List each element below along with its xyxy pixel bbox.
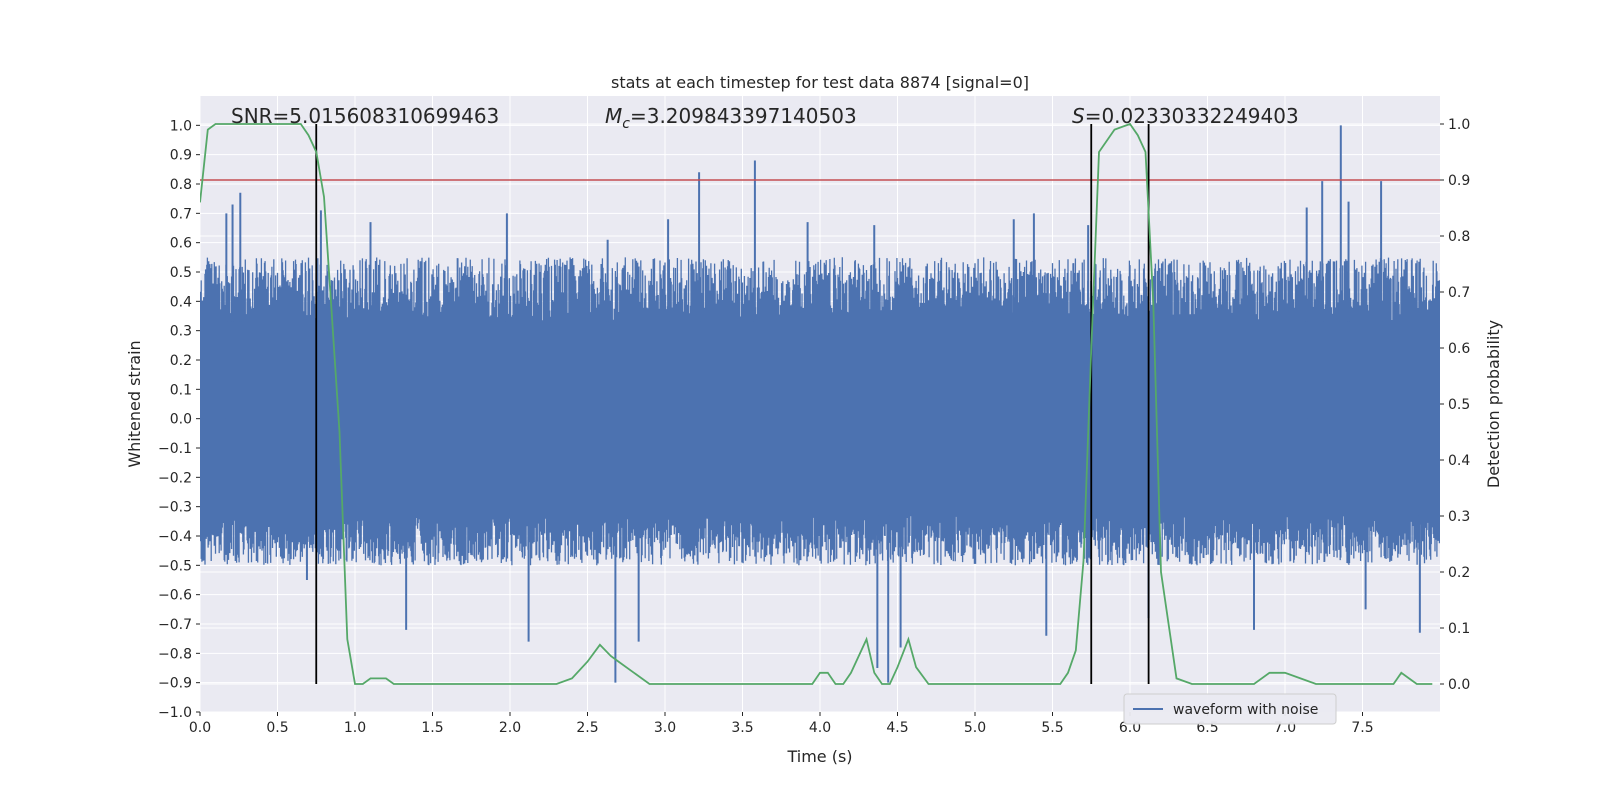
x-tick-label: 0.0 bbox=[189, 720, 211, 736]
y-tick-label-left: −1.0 bbox=[158, 705, 192, 721]
y-tick-label-left: −0.5 bbox=[158, 558, 192, 574]
chirp-mass-value: =3.209843397140503 bbox=[630, 104, 857, 128]
y-tick-label-left: 0.5 bbox=[170, 265, 192, 281]
x-tick-label: 4.5 bbox=[886, 720, 908, 736]
y-tick-label-left: −0.6 bbox=[158, 588, 192, 604]
x-tick-label: 1.5 bbox=[421, 720, 443, 736]
y-tick-label-left: −0.8 bbox=[158, 646, 192, 662]
y-tick-label-right: 0.9 bbox=[1448, 173, 1470, 189]
y-tick-label-left: 0.1 bbox=[170, 382, 192, 398]
x-tick-label: 5.5 bbox=[1041, 720, 1063, 736]
y-tick-label-left: −0.1 bbox=[158, 441, 192, 457]
y-tick-label-left: −0.7 bbox=[158, 617, 192, 633]
x-axis-label: Time (s) bbox=[786, 747, 852, 766]
chirp-mass-subscript: c bbox=[622, 116, 630, 132]
y-tick-label-right: 1.0 bbox=[1448, 117, 1470, 133]
y-axis-label-right: Detection probability bbox=[1484, 320, 1503, 488]
x-tick-label: 3.0 bbox=[654, 720, 676, 736]
y-tick-label-left: 0.3 bbox=[170, 324, 192, 340]
x-tick-label: 0.5 bbox=[266, 720, 288, 736]
y-tick-label-left: 0.2 bbox=[170, 353, 192, 369]
detection-probability-line bbox=[200, 122, 1433, 685]
y-tick-label-right: 0.2 bbox=[1448, 565, 1470, 581]
legend-box bbox=[1123, 693, 1337, 725]
y-tick-label-right: 0.1 bbox=[1448, 621, 1470, 637]
y-tick-label-right: 0.7 bbox=[1448, 285, 1470, 301]
chirp-mass-annotation: Mc=3.209843397140503 bbox=[605, 104, 857, 132]
chirp-mass-symbol: M bbox=[605, 104, 622, 128]
s-symbol: S bbox=[1072, 104, 1085, 128]
snr-annotation: SNR=5.015608310699463 bbox=[231, 104, 499, 128]
x-tick-label: 5.0 bbox=[964, 720, 986, 736]
y-tick-label-left: −0.2 bbox=[158, 470, 192, 486]
y-tick-label-left: −0.3 bbox=[158, 500, 192, 516]
y-axis-label-left: Whitened strain bbox=[125, 340, 144, 467]
y-tick-label-right: 0.5 bbox=[1448, 397, 1470, 413]
x-tick-label: 1.0 bbox=[344, 720, 366, 736]
x-tick-label: 2.0 bbox=[499, 720, 521, 736]
y-tick-label-left: 0.6 bbox=[170, 236, 192, 252]
x-tick-label: 3.5 bbox=[731, 720, 753, 736]
s-annotation: S=0.02330332249403 bbox=[1072, 104, 1299, 128]
y-tick-label-right: 0.4 bbox=[1448, 453, 1470, 469]
axis-layer: 0.0 0.5 1.0 1.5 2.0 2.5 3.0 3.5 4.0 4.5 5.0 5.5 6.0 6… bbox=[158, 117, 1470, 736]
y-tick-label-left: −0.9 bbox=[158, 676, 192, 692]
y-tick-label-left: 0.7 bbox=[170, 206, 192, 222]
x-tick-label: 4.0 bbox=[809, 720, 831, 736]
y-tick-label-right: 0.8 bbox=[1448, 229, 1470, 245]
y-tick-label-right: 0.6 bbox=[1448, 341, 1470, 357]
y-tick-label-right: 0.3 bbox=[1448, 509, 1470, 525]
legend-label-waveform: waveform with noise bbox=[1173, 702, 1318, 718]
legend: waveform with noise bbox=[1123, 693, 1337, 725]
y-tick-label-left: 0.4 bbox=[170, 294, 192, 310]
chart-title: stats at each timestep for test data 887… bbox=[611, 73, 1029, 92]
y-tick-label-left: 0.9 bbox=[170, 148, 192, 164]
y-tick-label-right: 0.0 bbox=[1448, 677, 1470, 693]
s-value: =0.02330332249403 bbox=[1085, 104, 1299, 128]
y-tick-label-left: 0.0 bbox=[170, 412, 192, 428]
data-layer bbox=[200, 122, 1440, 685]
x-tick-label: 2.5 bbox=[576, 720, 598, 736]
y-tick-label-left: 1.0 bbox=[170, 118, 192, 134]
y-tick-label-left: −0.4 bbox=[158, 529, 192, 545]
x-tick-label: 7.5 bbox=[1351, 720, 1373, 736]
y-tick-label-left: 0.8 bbox=[170, 177, 192, 193]
